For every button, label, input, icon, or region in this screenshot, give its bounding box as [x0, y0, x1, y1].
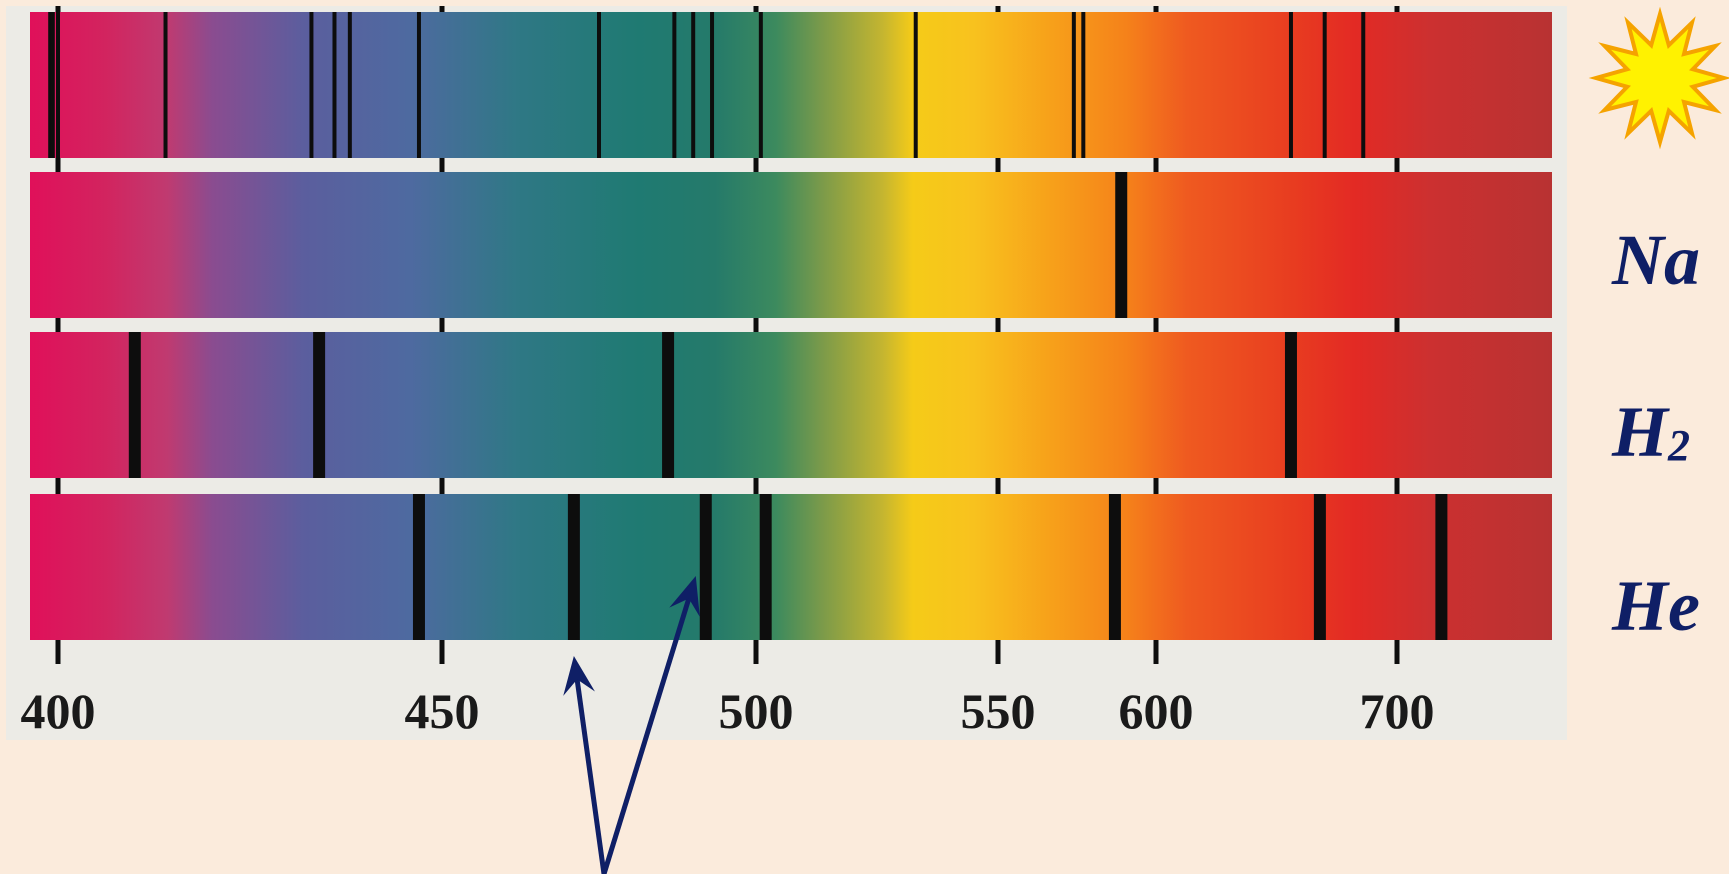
sun-icon: [1588, 6, 1729, 150]
absorption-line: [691, 12, 696, 158]
absorption-line: [1322, 12, 1327, 158]
absorption-line: [48, 12, 53, 158]
tick-label-400: 400: [21, 683, 96, 739]
spectrum-gradient: [30, 332, 1552, 478]
spectrum-band-hydrogen: [30, 332, 1552, 478]
tick-label-500: 500: [719, 683, 794, 739]
absorption-line: [1288, 12, 1293, 158]
tick-label-600: 600: [1119, 683, 1194, 739]
tick-label-700: 700: [1360, 683, 1435, 739]
spectrum-band-sodium: [30, 172, 1552, 318]
absorption-line: [672, 12, 677, 158]
annotation-arrows: [563, 576, 700, 874]
absorption-line: [1108, 494, 1121, 640]
absorption-line: [1071, 12, 1076, 158]
absorption-line: [128, 332, 141, 478]
absorption-line: [347, 12, 352, 158]
annotation-arrow-2: [601, 576, 700, 874]
absorption-line: [699, 494, 712, 640]
axis-tick-labels: 400 450 500 550 600 700: [21, 683, 1435, 739]
absorption-line: [1313, 494, 1326, 640]
absorption-line: [597, 12, 601, 158]
absorption-line: [313, 332, 326, 478]
spectrum-gradient: [30, 12, 1552, 158]
absorption-line: [567, 494, 580, 640]
absorption-line: [662, 332, 675, 478]
absorption-line: [1435, 494, 1448, 640]
absorption-line: [913, 12, 918, 158]
tick-label-550: 550: [961, 683, 1036, 739]
tick-label-450: 450: [405, 683, 480, 739]
absorption-line: [710, 12, 715, 158]
absorption-line: [309, 12, 314, 158]
annotation-arrow-1: [563, 656, 607, 874]
absorption-line: [1361, 12, 1366, 158]
absorption-line: [759, 494, 772, 640]
spectrum-band-sun: [30, 12, 1552, 158]
element-label-hydrogen: H2: [1611, 392, 1690, 472]
absorption-line: [1081, 12, 1086, 158]
absorption-line: [50, 12, 55, 158]
element-label-helium: He: [1611, 566, 1700, 646]
element-labels: Na H2 He: [1588, 6, 1729, 646]
absorption-line: [416, 12, 421, 158]
element-label-sodium: Na: [1611, 220, 1700, 300]
spectrum-band-helium: [30, 494, 1552, 640]
element-label-subscript: 2: [1667, 421, 1690, 470]
absorption-line: [1115, 172, 1128, 318]
spectrum-bands: [30, 12, 1552, 640]
absorption-line: [163, 12, 168, 158]
absorption-line: [332, 12, 337, 158]
absorption-line: [758, 12, 763, 158]
spectrum-gradient: [30, 494, 1552, 640]
absorption-line: [1284, 332, 1297, 478]
absorption-line: [56, 12, 60, 158]
absorption-line: [412, 494, 425, 640]
spectrum-gradient: [30, 172, 1552, 318]
